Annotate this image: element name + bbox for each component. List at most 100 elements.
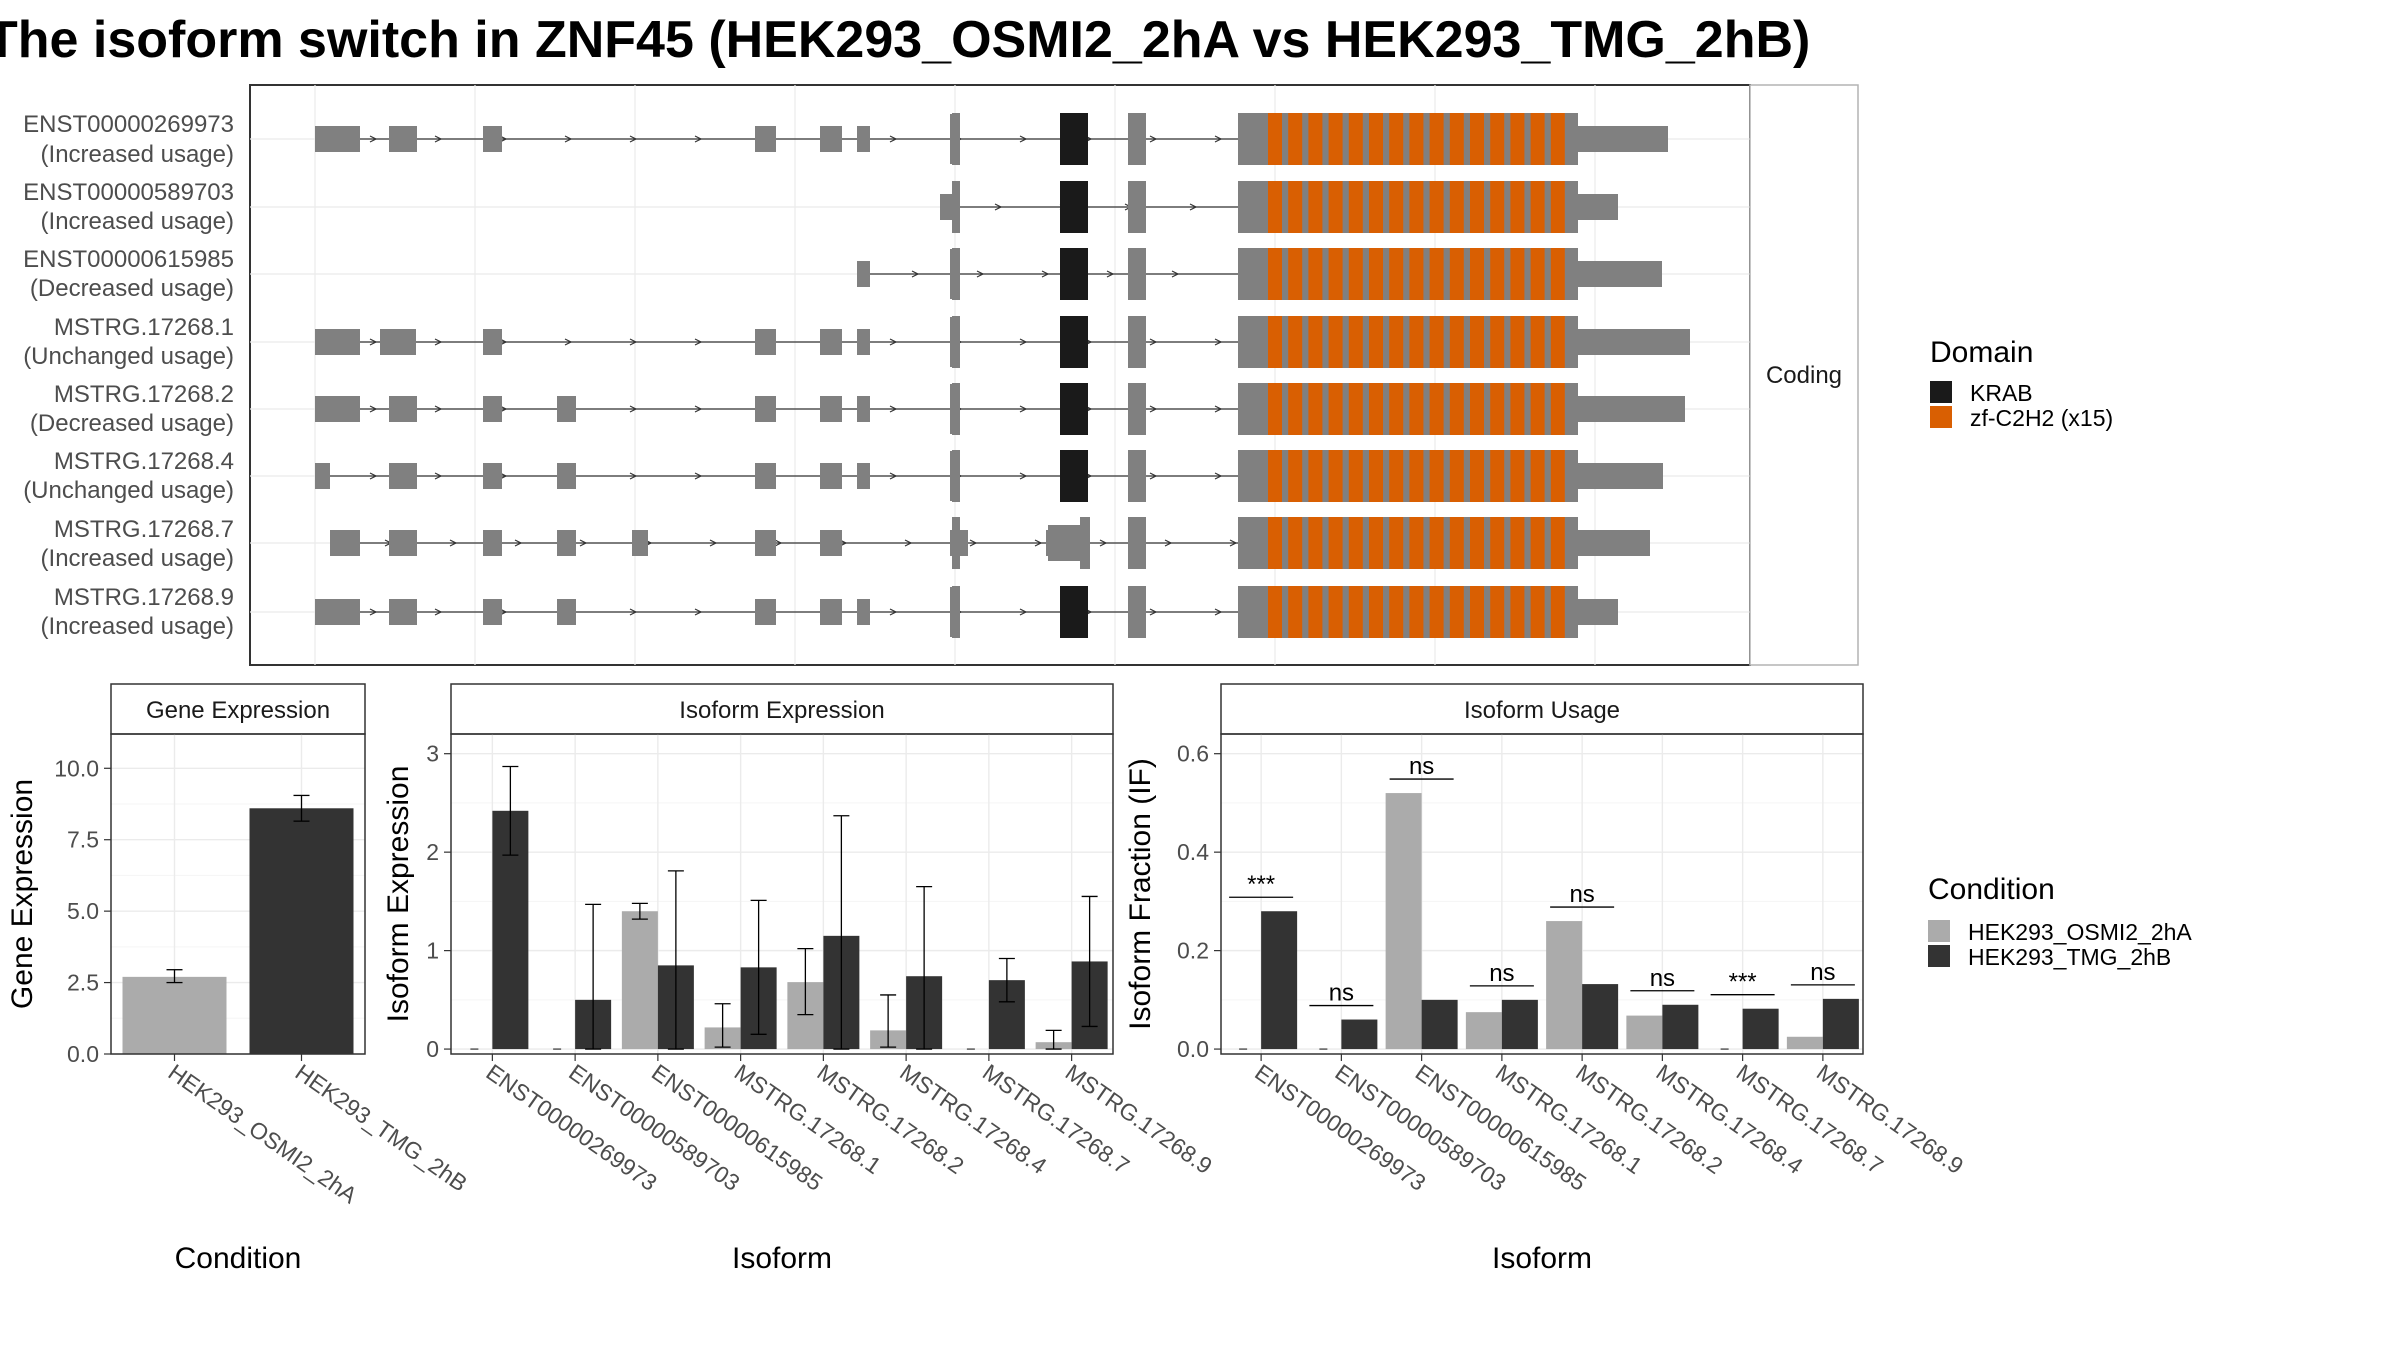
y-tick-label: 3 — [426, 741, 439, 767]
zf-c2h2-domain — [1470, 383, 1484, 435]
zf-c2h2-domain — [1449, 586, 1464, 638]
zf-c2h2-domain — [1348, 383, 1363, 435]
krab-domain — [1060, 181, 1088, 233]
direction-arrow — [1229, 539, 1238, 547]
exon — [755, 599, 776, 625]
zf-c2h2-domain — [1288, 383, 1303, 435]
zf-c2h2-domain — [1288, 517, 1303, 569]
zf-c2h2-domain — [1409, 383, 1424, 435]
zf-c2h2-domain — [1348, 316, 1363, 368]
exon — [952, 586, 960, 638]
zf-c2h2-domain — [1429, 383, 1444, 435]
y-tick-label: 0.6 — [1177, 741, 1209, 767]
zf-c2h2-domain — [1550, 450, 1565, 502]
transcript-row: ENST00000589703(Increased usage) — [23, 179, 1618, 235]
direction-arrow — [1214, 135, 1223, 143]
direction-arrow — [1019, 338, 1028, 346]
zf-c2h2-domain — [1288, 181, 1303, 233]
zf-c2h2-domain — [1550, 316, 1565, 368]
direction-arrow — [629, 472, 638, 480]
direction-arrow — [369, 608, 378, 616]
exon — [952, 383, 960, 435]
exon — [315, 396, 360, 422]
direction-arrow — [889, 608, 898, 616]
direction-arrow — [629, 405, 638, 413]
direction-arrow — [434, 338, 443, 346]
direction-arrow — [434, 472, 443, 480]
exon — [483, 599, 502, 625]
transcript-row: ENST00000615985(Decreased usage) — [23, 246, 1662, 302]
zf-c2h2-domain — [1490, 450, 1505, 502]
zf-c2h2-domain — [1470, 113, 1484, 165]
zf-c2h2-domain — [1348, 113, 1363, 165]
transcript-row: MSTRG.17268.9(Increased usage) — [41, 584, 1618, 640]
transcript-id-label: MSTRG.17268.9 — [54, 584, 234, 611]
zf-c2h2-domain — [1409, 450, 1424, 502]
direction-arrow — [434, 135, 443, 143]
exon — [952, 248, 960, 300]
y-tick-label: 2.5 — [67, 970, 99, 996]
direction-arrow — [1214, 405, 1223, 413]
bar — [1662, 1004, 1699, 1050]
krab-domain — [1060, 383, 1088, 435]
zf-c2h2-domain — [1268, 517, 1282, 569]
isoform-usage-strip-label: Isoform Usage — [1464, 697, 1620, 724]
krab-domain — [1060, 450, 1088, 502]
exon — [820, 329, 842, 355]
zf-c2h2-domain — [1470, 450, 1484, 502]
direction-arrow — [1019, 472, 1028, 480]
legend-key-krab — [1930, 381, 1952, 403]
direction-arrow — [994, 203, 1003, 211]
y-tick-label: 0.0 — [1177, 1036, 1209, 1062]
y-tick-label: 0.4 — [1177, 839, 1209, 865]
zf-c2h2-domain — [1429, 517, 1444, 569]
zf-c2h2-domain — [1268, 113, 1282, 165]
zf-c2h2-domain — [1409, 248, 1424, 300]
zf-c2h2-domain — [1389, 517, 1404, 569]
direction-arrow — [911, 270, 920, 278]
exon — [1128, 586, 1146, 638]
zf-c2h2-domain — [1328, 113, 1343, 165]
exon — [389, 396, 417, 422]
condition-legend: Condition HEK293_OSMI2_2hA HEK293_TMG_2h… — [1928, 873, 2192, 970]
zf-c2h2-domain — [1530, 181, 1545, 233]
isoform-expression-panel: Isoform Expression 0123ENST00000269973EN… — [382, 683, 1217, 1275]
zf-c2h2-domain — [1449, 316, 1464, 368]
bar — [621, 911, 658, 1050]
zf-c2h2-domain — [1510, 316, 1525, 368]
zf-c2h2-domain — [1328, 248, 1343, 300]
y-tick-label: 2 — [426, 839, 439, 865]
zf-c2h2-domain — [1510, 113, 1525, 165]
isoform-expression-plot: 0123ENST00000269973ENST00000589703ENST00… — [426, 734, 1217, 1196]
zf-c2h2-domain — [1490, 113, 1505, 165]
zf-c2h2-domain — [1328, 181, 1343, 233]
exon — [315, 463, 330, 489]
zf-c2h2-domain — [1328, 517, 1343, 569]
zf-c2h2-domain — [1268, 248, 1282, 300]
direction-arrow — [774, 539, 783, 547]
zf-c2h2-domain — [1409, 586, 1424, 638]
y-tick-label: 0.2 — [1177, 938, 1209, 964]
zf-c2h2-domain — [1308, 383, 1323, 435]
krab-domain — [1060, 316, 1088, 368]
significance-label: ns — [1569, 881, 1594, 908]
exon — [389, 463, 417, 489]
zf-c2h2-domain — [1470, 181, 1484, 233]
exon — [389, 599, 417, 625]
zf-c2h2-domain — [1510, 517, 1525, 569]
zf-c2h2-domain — [1449, 113, 1464, 165]
transcript-id-label: ENST00000269973 — [23, 111, 234, 138]
zf-c2h2-domain — [1530, 248, 1545, 300]
x-tick-label: MSTRG.17268.9 — [1812, 1059, 1968, 1179]
exon — [952, 450, 960, 502]
zf-c2h2-domain — [1429, 113, 1444, 165]
condition-legend-title: Condition — [1928, 873, 2055, 906]
zf-c2h2-domain — [1490, 316, 1505, 368]
direction-arrow — [694, 405, 703, 413]
direction-arrow — [564, 135, 573, 143]
zf-c2h2-domain — [1288, 316, 1303, 368]
zf-c2h2-domain — [1308, 586, 1323, 638]
exon — [1128, 248, 1146, 300]
zf-c2h2-domain — [1470, 248, 1484, 300]
zf-c2h2-domain — [1389, 450, 1404, 502]
